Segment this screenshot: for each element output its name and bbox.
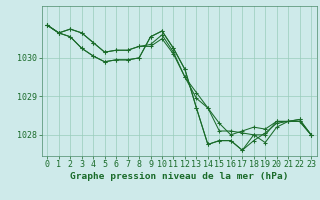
X-axis label: Graphe pression niveau de la mer (hPa): Graphe pression niveau de la mer (hPa): [70, 172, 288, 181]
